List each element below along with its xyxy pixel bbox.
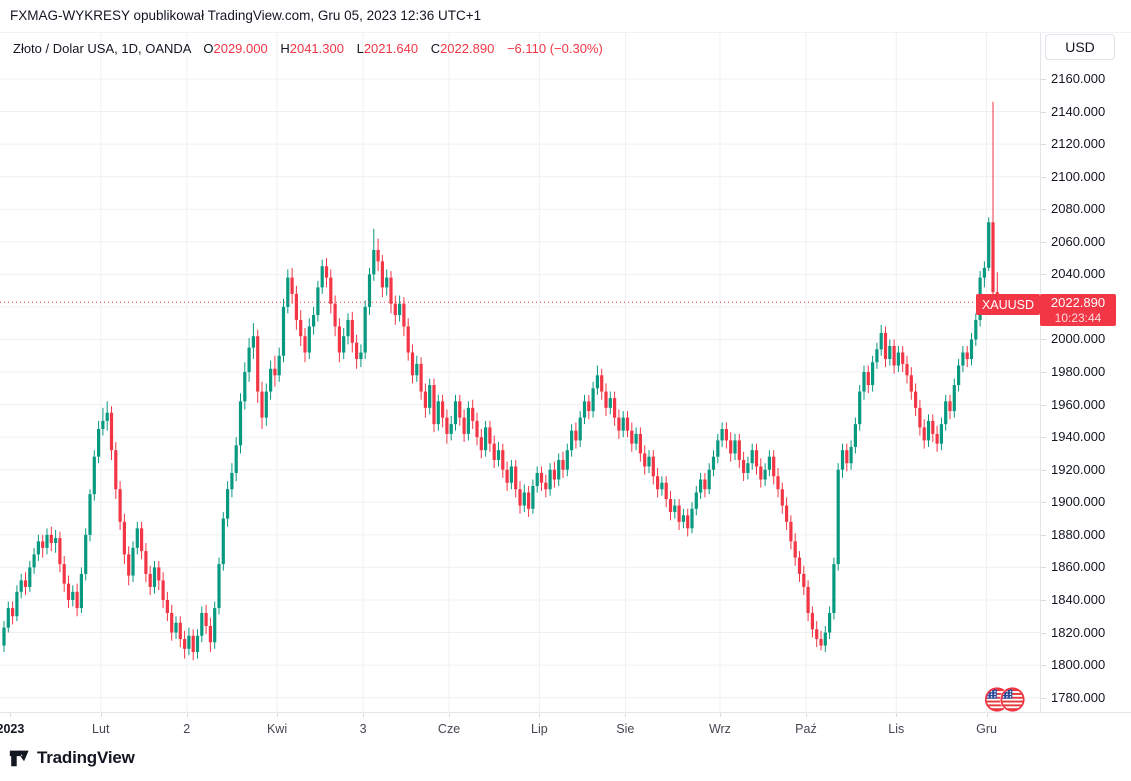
price-axis-tick	[1041, 502, 1046, 504]
time-axis-tick	[719, 713, 721, 717]
time-axis[interactable]: 2023 Lut 2 Kwi 3 Cze Lip Sie Wrz Paź Lis Gru	[0, 713, 1131, 745]
time-axis-label: 2023	[0, 722, 25, 736]
header-bar: FXMAG-WYKRESY opublikował TradingView.co…	[0, 0, 1131, 32]
price-axis-label: 2140.000	[1051, 103, 1106, 119]
currency-usd-button[interactable]: USD	[1045, 34, 1115, 60]
bar-countdown: 10:23:44	[1054, 311, 1102, 325]
price-axis[interactable]: 2160.000 2140.000 2120.000 2100.000 2080.000…	[1041, 33, 1131, 712]
price-axis-label: 2080.000	[1051, 201, 1106, 217]
price-axis-tick	[1041, 209, 1046, 211]
time-axis-tick	[100, 713, 102, 717]
price-axis-tick	[1041, 144, 1046, 146]
time-axis-tick	[449, 713, 451, 717]
time-axis-label: Lip	[531, 722, 548, 736]
ohlc-low: L2021.640	[356, 41, 419, 56]
time-axis-label: Gru	[976, 722, 997, 736]
price-axis-label: 1880.000	[1051, 526, 1106, 542]
price-axis-label: 2100.000	[1051, 168, 1106, 184]
price-axis-label: 1860.000	[1051, 559, 1106, 575]
publish-info-title: FXMAG-WYKRESY opublikował TradingView.co…	[10, 8, 482, 23]
time-axis-label: Kwi	[266, 722, 288, 736]
price-axis-label: 2060.000	[1051, 233, 1106, 249]
price-axis-label: 1980.000	[1051, 364, 1106, 380]
ohlc-close: C2022.890	[430, 41, 495, 56]
price-axis-label: 2160.000	[1051, 71, 1106, 86]
time-axis-tick	[277, 713, 279, 717]
last-price-value: 2022.890	[1050, 295, 1106, 310]
time-axis-tick	[186, 713, 188, 717]
price-axis-tick	[1041, 111, 1046, 113]
price-axis-tick	[1041, 599, 1046, 601]
price-axis-tick	[1041, 534, 1046, 536]
time-axis-tick	[805, 713, 807, 717]
symbol-price-badge: XAUUSD	[976, 294, 1040, 315]
candlestick-plot-area[interactable]	[0, 33, 1040, 713]
price-axis-label: 1960.000	[1051, 396, 1106, 412]
price-axis-divider	[1040, 33, 1041, 712]
us-flag-economic-event-icons[interactable]	[983, 683, 1027, 716]
symbol-title[interactable]: Złoto / Dolar USA, 1D, OANDA	[13, 41, 191, 56]
price-axis-tick	[1041, 567, 1046, 569]
price-axis-tick	[1041, 469, 1046, 471]
price-axis-label: 2040.000	[1051, 266, 1106, 282]
time-axis-label: Cze	[437, 722, 461, 736]
time-axis-label: 3	[359, 722, 367, 736]
time-axis-tick	[10, 713, 12, 717]
currency-label: USD	[1065, 39, 1095, 55]
price-axis-label: 2000.000	[1051, 331, 1106, 347]
tradingview-logo-icon	[9, 750, 29, 767]
price-axis-label: 1900.000	[1051, 494, 1106, 510]
chart-legend: Złoto / Dolar USA, 1D, OANDA O2029.000 H…	[13, 41, 603, 56]
price-axis-label: 1820.000	[1051, 624, 1106, 640]
price-axis-tick	[1041, 339, 1046, 341]
price-axis-tick	[1041, 632, 1046, 634]
time-axis-tick	[363, 713, 365, 717]
ohlc-high: H2041.300	[280, 41, 344, 56]
tradingview-logo[interactable]: TradingView	[8, 747, 135, 769]
time-axis-tick	[625, 713, 627, 717]
price-axis-label: 1840.000	[1051, 591, 1106, 607]
price-axis-tick	[1041, 404, 1046, 406]
header-divider	[0, 32, 1131, 33]
last-price-axis-label: 2022.890 10:23:44	[1040, 294, 1116, 326]
time-axis-label: Paź	[795, 722, 817, 736]
price-axis-label: 1940.000	[1051, 429, 1106, 445]
time-axis-label: Lis	[888, 722, 905, 736]
price-axis-tick	[1041, 241, 1046, 243]
price-axis-tick	[1041, 437, 1046, 439]
time-axis-tick	[896, 713, 898, 717]
time-axis-label: Lut	[92, 722, 110, 736]
price-axis-label: 1920.000	[1051, 461, 1106, 477]
time-axis-tick	[539, 713, 541, 717]
time-axis-tick	[986, 713, 988, 717]
price-axis-tick	[1041, 665, 1046, 667]
price-axis-label: 1800.000	[1051, 657, 1106, 673]
time-axis-divider	[0, 712, 1131, 713]
ohlc-open: O2029.000	[203, 41, 268, 56]
price-change: −6.110 (−0.30%)	[506, 41, 603, 56]
us-flag-icon	[999, 686, 1026, 713]
price-axis-label: 1780.000	[1051, 689, 1106, 705]
price-axis-tick	[1041, 372, 1046, 374]
price-axis-tick	[1041, 697, 1046, 699]
tradingview-logo-text: TradingView	[37, 748, 135, 767]
time-axis-label: Sie	[616, 722, 635, 736]
price-axis-tick	[1041, 274, 1046, 276]
time-axis-label: Wrz	[708, 722, 731, 736]
price-axis-tick	[1041, 79, 1046, 80]
price-axis-tick	[1041, 176, 1046, 178]
price-axis-label: 2120.000	[1051, 136, 1106, 152]
time-axis-label: 2	[183, 722, 191, 736]
